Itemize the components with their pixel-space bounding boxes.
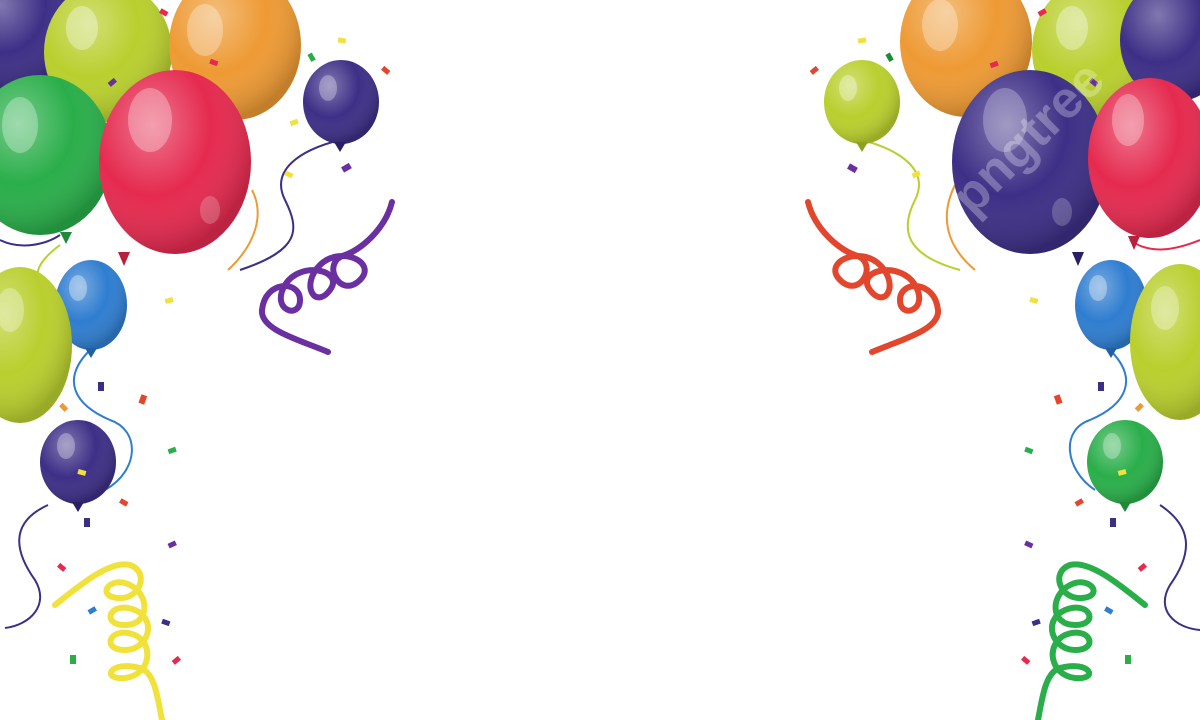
balloon — [824, 60, 900, 152]
balloon — [303, 60, 379, 152]
balloon — [99, 70, 251, 266]
balloon-string — [861, 139, 961, 271]
right-cluster — [805, 0, 1200, 720]
balloon — [1088, 78, 1200, 250]
balloon — [0, 267, 72, 423]
balloon-string — [4, 504, 49, 629]
balloon — [1087, 420, 1163, 512]
balloon-string — [1159, 504, 1200, 631]
streamer — [52, 561, 165, 720]
streamer — [1035, 561, 1148, 720]
balloon — [1075, 260, 1147, 358]
streamer — [259, 199, 395, 355]
balloon-string — [72, 349, 133, 491]
balloon — [0, 75, 112, 244]
balloon — [40, 420, 116, 512]
streamer — [805, 199, 941, 355]
left-cluster — [0, 0, 395, 720]
balloon-string — [1068, 349, 1128, 491]
balloon — [952, 70, 1108, 266]
balloon-string — [239, 139, 341, 271]
balloon — [55, 260, 127, 358]
balloon-string — [945, 184, 976, 271]
balloon-string — [227, 189, 259, 271]
balloon — [1130, 264, 1200, 420]
balloon-string — [0, 234, 61, 247]
confetti — [57, 8, 1147, 665]
balloon — [1120, 0, 1200, 102]
